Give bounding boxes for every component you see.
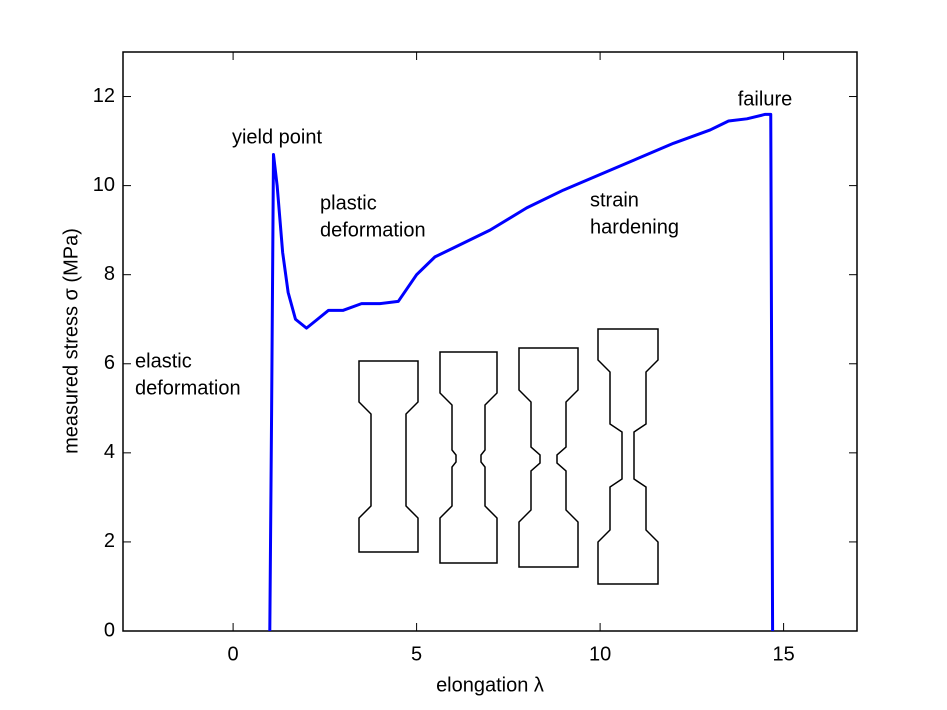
stress-curve bbox=[268, 112, 775, 632]
y-tick-label: 0 bbox=[104, 619, 115, 641]
x-axis-label: elongation λ bbox=[436, 674, 544, 696]
specimen bbox=[439, 351, 498, 564]
x-tick-label: 0 bbox=[228, 643, 239, 665]
annotation: deformation bbox=[135, 377, 241, 399]
y-tick-label: 8 bbox=[104, 263, 115, 285]
y-tick-label: 4 bbox=[104, 441, 115, 463]
y-tick-label: 12 bbox=[93, 85, 115, 107]
annotation: elastic bbox=[135, 350, 192, 372]
plot-frame bbox=[122, 51, 858, 632]
specimen bbox=[358, 360, 419, 553]
annotation: strain bbox=[590, 189, 639, 211]
annotation: deformation bbox=[320, 219, 426, 241]
x-tick-label: 10 bbox=[589, 643, 611, 665]
annotation: hardening bbox=[590, 216, 679, 238]
x-tick-label: 5 bbox=[411, 643, 422, 665]
annotation: yield point bbox=[232, 126, 323, 148]
y-tick-label: 10 bbox=[93, 174, 115, 196]
y-tick-label: 6 bbox=[104, 352, 115, 374]
x-tick-label: 15 bbox=[772, 643, 794, 665]
specimens bbox=[358, 328, 659, 585]
specimen bbox=[518, 347, 579, 568]
y-axis-label: measured stress σ (MPa) bbox=[60, 228, 82, 454]
specimen bbox=[597, 328, 659, 585]
y-tick-label: 2 bbox=[104, 530, 115, 552]
annotation: plastic bbox=[320, 192, 377, 214]
annotation: failure bbox=[738, 88, 792, 110]
